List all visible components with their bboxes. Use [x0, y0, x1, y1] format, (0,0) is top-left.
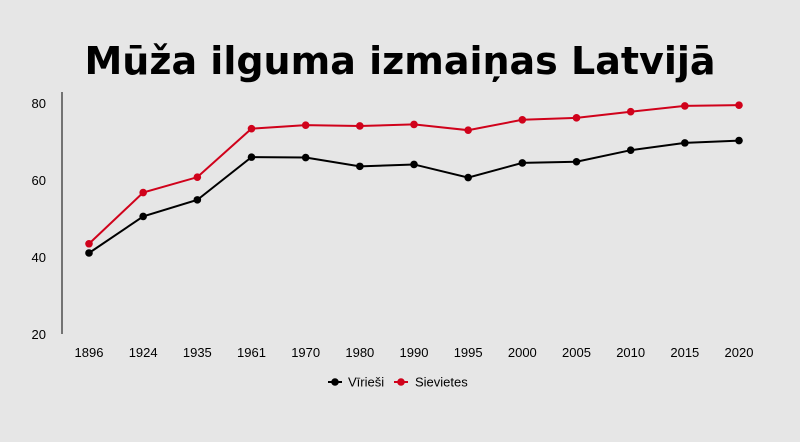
data-point	[247, 153, 256, 161]
data-point	[247, 124, 256, 133]
data-point	[518, 159, 527, 167]
data-point	[301, 153, 310, 162]
series-layer	[85, 101, 743, 257]
y-tick-label: 80	[32, 96, 46, 111]
x-tick-label: 1935	[183, 345, 212, 360]
data-point	[193, 173, 202, 181]
x-tick-label: 2005	[562, 345, 591, 360]
x-tick-label: 1990	[400, 345, 429, 360]
data-point	[681, 102, 689, 110]
x-tick-label: 1980	[345, 345, 374, 360]
data-point	[572, 114, 581, 122]
data-point	[356, 162, 364, 171]
data-point	[735, 136, 743, 145]
x-tick-label: 2020	[725, 345, 754, 360]
data-point	[735, 101, 743, 109]
data-point	[356, 122, 364, 130]
legend: Vīrieši Sievietes	[328, 375, 468, 390]
legend-swatch-marker	[397, 378, 405, 386]
data-point	[518, 115, 527, 124]
data-point	[626, 146, 635, 154]
data-point	[464, 126, 472, 134]
data-point	[139, 188, 147, 197]
legend-label: Sievietes	[415, 375, 468, 390]
data-point	[464, 173, 472, 182]
y-axis-ticks: 80 60 40 20	[32, 96, 46, 342]
data-point	[85, 239, 93, 248]
data-point	[410, 160, 418, 169]
series-line-0	[88, 139, 740, 254]
x-tick-label: 2015	[670, 345, 699, 360]
data-point	[85, 249, 93, 257]
data-point	[410, 120, 418, 129]
legend-label: Vīrieši	[348, 375, 384, 390]
legend-swatch-marker	[331, 378, 339, 386]
data-point	[193, 196, 202, 204]
data-point	[301, 121, 310, 129]
data-point	[681, 139, 689, 147]
x-tick-label: 1961	[237, 345, 266, 360]
x-tick-label: 1995	[454, 345, 483, 360]
data-point	[572, 157, 581, 166]
y-tick-label: 60	[32, 173, 46, 188]
x-axis-ticks: 1896 1924 1935 1961 1970 1980 1990 1995 2000 2005…	[75, 345, 754, 360]
y-tick-label: 20	[32, 327, 46, 342]
x-tick-label: 1970	[291, 345, 320, 360]
chart-title: Mūža ilguma izmaiņas Latvijā	[84, 39, 715, 83]
x-tick-label: 2000	[508, 345, 537, 360]
data-point	[139, 212, 147, 221]
x-tick-label: 1924	[129, 345, 158, 360]
x-tick-label: 1896	[75, 345, 104, 360]
data-point	[626, 107, 635, 116]
x-tick-label: 2010	[616, 345, 645, 360]
y-tick-label: 40	[32, 250, 46, 265]
